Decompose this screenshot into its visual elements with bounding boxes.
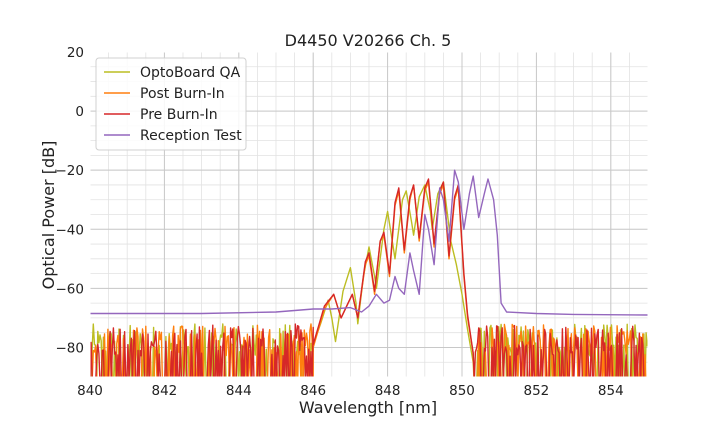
x-tick-label: 854: [598, 383, 624, 399]
x-axis-label: Wavelength [nm]: [299, 398, 437, 417]
series-line-reception-test: [90, 169, 648, 316]
x-tick-label: 842: [152, 383, 178, 399]
series-line-pre-burn-in: [90, 178, 645, 377]
legend-label-reception-test: Reception Test: [140, 128, 242, 144]
chart-title: D4450 V20266 Ch. 5: [285, 31, 452, 50]
legend-label-optoboard-qa: OptoBoard QA: [140, 65, 241, 81]
legend-label-pre-burn-in: Pre Burn-In: [140, 107, 218, 123]
y-tick-label: 20: [67, 45, 84, 61]
x-tick-labels: 840 842 844 846 848 850 852 854: [77, 383, 624, 399]
legend: OptoBoard QA Post Burn-In Pre Burn-In Recep…: [95, 57, 247, 151]
x-tick-label: 840: [77, 383, 103, 399]
x-tick-label: 844: [226, 383, 252, 399]
series-layer: [90, 169, 648, 377]
x-tick-label: 848: [375, 383, 401, 399]
y-tick-label: −20: [56, 163, 85, 179]
x-tick-label: 850: [449, 383, 475, 399]
x-tick-label: 852: [524, 383, 550, 399]
plot-frame: [89, 51, 649, 378]
y-tick-label: −60: [56, 281, 85, 297]
x-tick-label: 846: [300, 383, 326, 399]
y-tick-label: 0: [75, 104, 84, 120]
y-tick-label: −40: [56, 222, 85, 238]
y-tick-labels: 20 0 −20 −40 −60 −80: [56, 45, 85, 356]
legend-label-post-burn-in: Post Burn-In: [140, 86, 225, 102]
y-tick-label: −80: [56, 340, 85, 356]
y-axis-label: Optical Power [dB]: [39, 141, 58, 290]
legend-box: [95, 57, 247, 151]
series-line-optoboard-qa: [90, 181, 648, 377]
